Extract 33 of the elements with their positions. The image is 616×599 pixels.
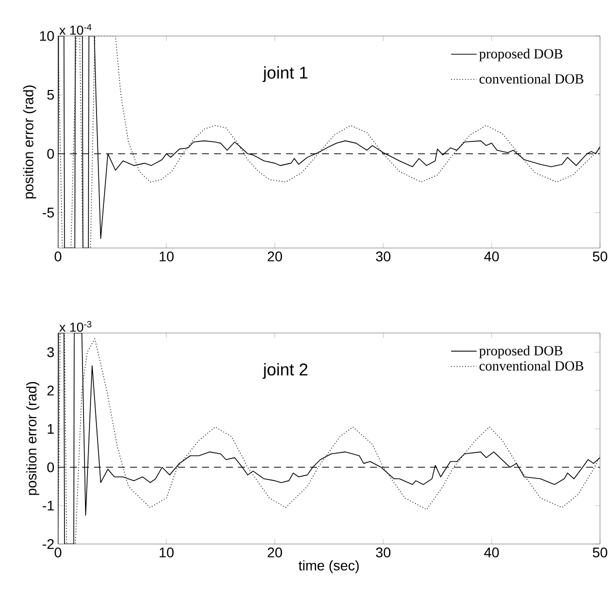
legend-label: proposed DOB — [479, 346, 562, 358]
y-tick-label: -5 — [42, 208, 54, 218]
y-tick-label: 2 — [47, 386, 54, 396]
y-tick-label: -2 — [42, 539, 54, 549]
text: joint 2 — [262, 363, 308, 379]
x-axis-title: time (sec) — [298, 560, 359, 574]
legend-label: conventional DOB — [480, 74, 584, 84]
legend-label: proposed DOB — [479, 48, 562, 62]
y-tick-label: 10 — [40, 31, 54, 41]
text: x 10$^{-4}$ — [59, 24, 92, 35]
x-tick-label: 30 — [376, 548, 390, 558]
legend-label: conventional DOB — [480, 360, 584, 371]
y-tick-label: 3 — [47, 347, 54, 358]
y-axis-title: position error (rad) — [26, 382, 40, 495]
x-tick-label: 20 — [268, 548, 282, 558]
y-tick-label: 1 — [48, 424, 54, 434]
x-tick-label: 0 — [54, 252, 62, 262]
x-tick-label: 0 — [54, 548, 62, 558]
x-tick-label: 40 — [484, 548, 499, 558]
x-tick-label: 10 — [160, 252, 174, 262]
y-tick-label: 0 — [47, 462, 54, 472]
x-tick-label: 50 — [592, 252, 608, 262]
y-tick-label: 0 — [47, 148, 54, 159]
x-tick-label: 50 — [592, 548, 608, 558]
text: joint 1 — [262, 66, 308, 82]
x-tick-label: 20 — [268, 252, 282, 262]
x-tick-label: 10 — [160, 548, 174, 558]
x-tick-label: 40 — [484, 252, 499, 262]
y-tick-label: 5 — [47, 90, 54, 100]
x-tick-label: 30 — [376, 252, 390, 262]
y-tick-label: -1 — [42, 500, 54, 510]
text: x 10$^{-3}$ — [59, 321, 92, 332]
y-axis-title: position error (rad) — [23, 86, 36, 198]
